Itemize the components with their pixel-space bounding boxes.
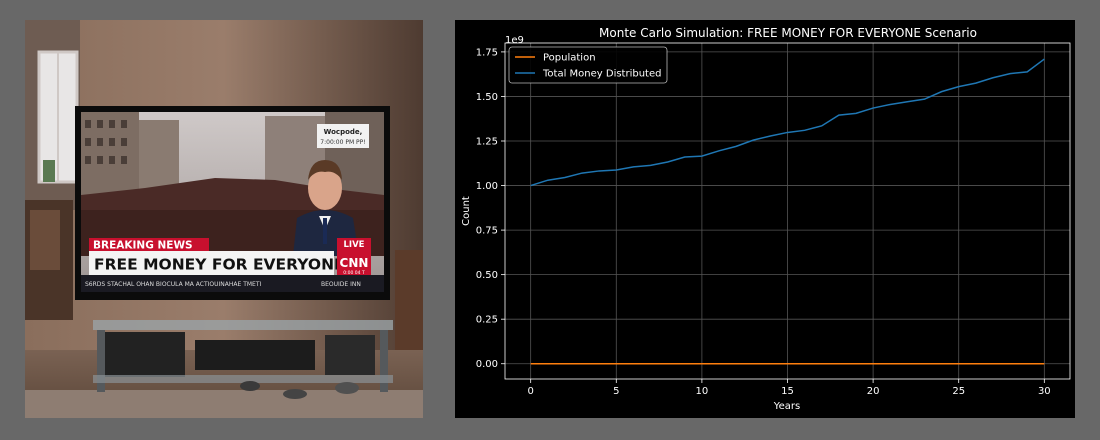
y-tick-label-6: 1.50 <box>476 92 498 103</box>
y-offset-label: 1e9 <box>505 35 524 46</box>
y-tick-label-5: 1.25 <box>476 137 498 148</box>
y-axis-label: Count <box>461 196 472 226</box>
series-lines <box>530 58 1045 365</box>
y-tick-label-3: 0.75 <box>476 226 498 237</box>
tv-live-label: LIVE <box>344 240 365 250</box>
y-axis: 0.00 0.25 0.50 0.75 1.00 1.25 1.50 1.75 <box>476 47 505 370</box>
tv-ticker-left: S6RDS STACHAL OHAN BIOCULA MA ACTIOUINAH… <box>85 281 262 288</box>
x-tick-label-30: 30 <box>1038 386 1051 397</box>
x-tick-label-5: 5 <box>613 386 619 397</box>
x-tick-label-25: 25 <box>952 386 965 397</box>
series-line-1 <box>530 58 1045 187</box>
tv-news-photo: Wocpode, 7:00:00 PM PP! BREAKING NEWS FR… <box>25 20 423 418</box>
x-tick-label-15: 15 <box>781 386 794 397</box>
y-tick-label-7: 1.75 <box>476 47 498 58</box>
window <box>25 20 80 210</box>
tv-time-label: 7:00:00 PM PP! <box>320 139 365 146</box>
x-tick-label-10: 10 <box>696 386 709 397</box>
legend-label-total-money: Total Money Distributed <box>542 69 661 80</box>
chart-panel: Monte Carlo Simulation: FREE MONEY FOR E… <box>455 20 1075 418</box>
x-axis: 0 5 10 15 20 25 30 <box>527 379 1051 397</box>
y-tick-label-4: 1.00 <box>476 181 498 192</box>
y-tick-label-2: 0.50 <box>476 270 498 281</box>
chart-background <box>455 20 1075 418</box>
tv-location-label: Wocpode, <box>324 128 363 136</box>
television: Wocpode, 7:00:00 PM PP! BREAKING NEWS FR… <box>75 106 390 300</box>
x-tick-label-20: 20 <box>867 386 880 397</box>
x-axis-label: Years <box>773 401 800 412</box>
line-chart: Monte Carlo Simulation: FREE MONEY FOR E… <box>455 20 1075 418</box>
chart-title: Monte Carlo Simulation: FREE MONEY FOR E… <box>599 26 977 40</box>
tv-stand <box>93 320 393 392</box>
tv-network-logo: CNN <box>340 256 369 270</box>
x-tick-label-0: 0 <box>527 386 533 397</box>
rug <box>25 390 423 418</box>
tv-ticker-right: BEOUIDE INN <box>321 281 361 288</box>
tv-breaking-label: BREAKING NEWS <box>93 240 193 252</box>
y-tick-label-1: 0.25 <box>476 315 498 326</box>
legend-label-population: Population <box>543 53 596 64</box>
y-tick-label-0: 0.00 <box>476 359 498 370</box>
legend-box <box>508 46 668 84</box>
tv-headline: FREE MONEY FOR EVERYONE <box>94 256 345 274</box>
tv-logo-subtext: 0:00 04 T <box>343 270 365 276</box>
legend: Population Total Money Distributed <box>508 46 668 84</box>
